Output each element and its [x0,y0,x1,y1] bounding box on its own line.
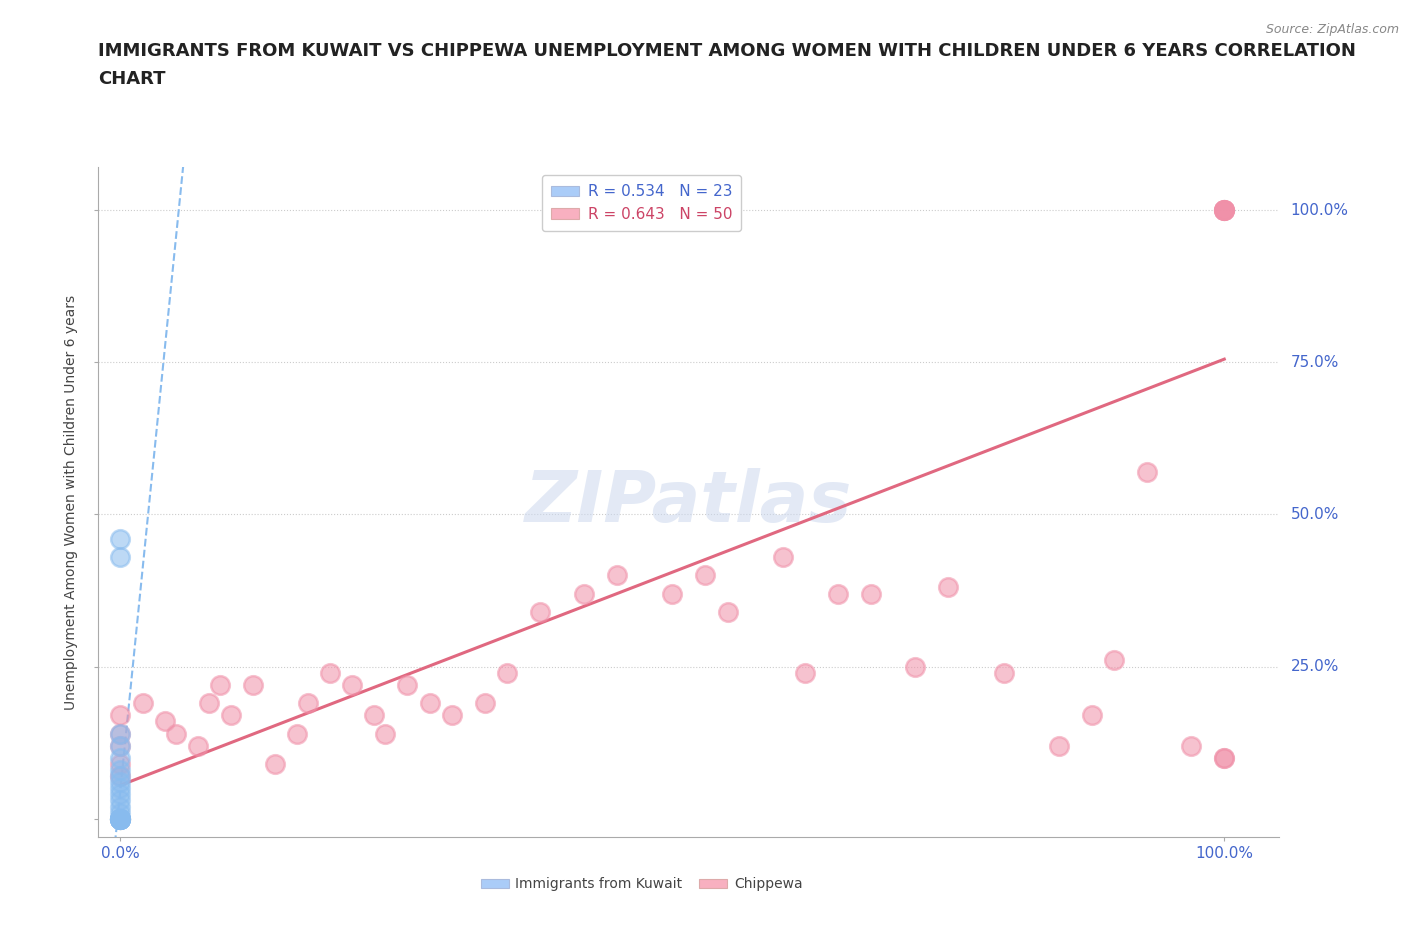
Point [110,738,132,753]
Point [1213,751,1236,765]
Point [110,811,132,826]
Point [219,708,242,723]
Point [1081,708,1104,723]
Point [110,793,132,808]
Point [474,696,496,711]
Point [110,811,132,826]
Point [110,811,132,826]
Point [110,811,132,826]
Point [793,665,815,680]
Legend: Immigrants from Kuwait, Chippewa: Immigrants from Kuwait, Chippewa [475,872,808,897]
Text: CHART: CHART [98,70,166,87]
Point [661,586,683,601]
Point [285,726,308,741]
Text: 75.0%: 75.0% [1291,354,1339,370]
Point [904,659,927,674]
Point [342,677,364,692]
Point [110,726,132,741]
Point [165,726,187,741]
Point [110,751,132,765]
Point [110,811,132,826]
Text: IMMIGRANTS FROM KUWAIT VS CHIPPEWA UNEMPLOYMENT AMONG WOMEN WITH CHILDREN UNDER : IMMIGRANTS FROM KUWAIT VS CHIPPEWA UNEMP… [98,42,1357,60]
Point [110,756,132,771]
Point [396,677,419,692]
Point [198,696,221,711]
Point [187,738,209,753]
Text: 100.0%: 100.0% [1291,203,1348,218]
Point [1047,738,1070,753]
Point [110,799,132,814]
Y-axis label: Unemployment Among Women with Children Under 6 years: Unemployment Among Women with Children U… [65,295,79,710]
Point [993,665,1015,680]
Point [572,586,595,601]
Point [297,696,319,711]
Point [695,568,717,583]
Point [440,708,463,723]
Point [110,811,132,826]
Point [772,550,794,565]
Point [110,811,132,826]
Point [110,769,132,784]
Point [110,811,132,826]
Point [110,805,132,820]
Point [110,708,132,723]
Point [153,714,176,729]
Point [1213,203,1236,218]
Point [242,677,264,692]
Point [110,811,132,826]
Point [606,568,628,583]
Point [110,769,132,784]
Point [110,738,132,753]
Point [1213,751,1236,765]
Point [716,604,738,619]
Point [110,775,132,790]
Point [1102,653,1125,668]
Point [1213,203,1236,218]
Point [495,665,517,680]
Point [110,781,132,796]
Point [1213,203,1236,218]
Point [419,696,441,711]
Point [110,726,132,741]
Point [110,531,132,546]
Point [110,787,132,802]
Point [110,550,132,565]
Point [1136,464,1159,479]
Text: 25.0%: 25.0% [1291,659,1339,674]
Point [529,604,551,619]
Point [131,696,153,711]
Text: ZIPatlas: ZIPatlas [526,468,852,537]
Point [110,811,132,826]
Point [208,677,231,692]
Text: 50.0%: 50.0% [1291,507,1339,522]
Point [827,586,849,601]
Point [1213,203,1236,218]
Point [1213,203,1236,218]
Point [1180,738,1202,753]
Point [860,586,883,601]
Point [319,665,342,680]
Point [374,726,396,741]
Point [110,763,132,777]
Point [264,756,287,771]
Point [363,708,385,723]
Point [936,580,959,595]
Text: Source: ZipAtlas.com: Source: ZipAtlas.com [1265,23,1399,36]
